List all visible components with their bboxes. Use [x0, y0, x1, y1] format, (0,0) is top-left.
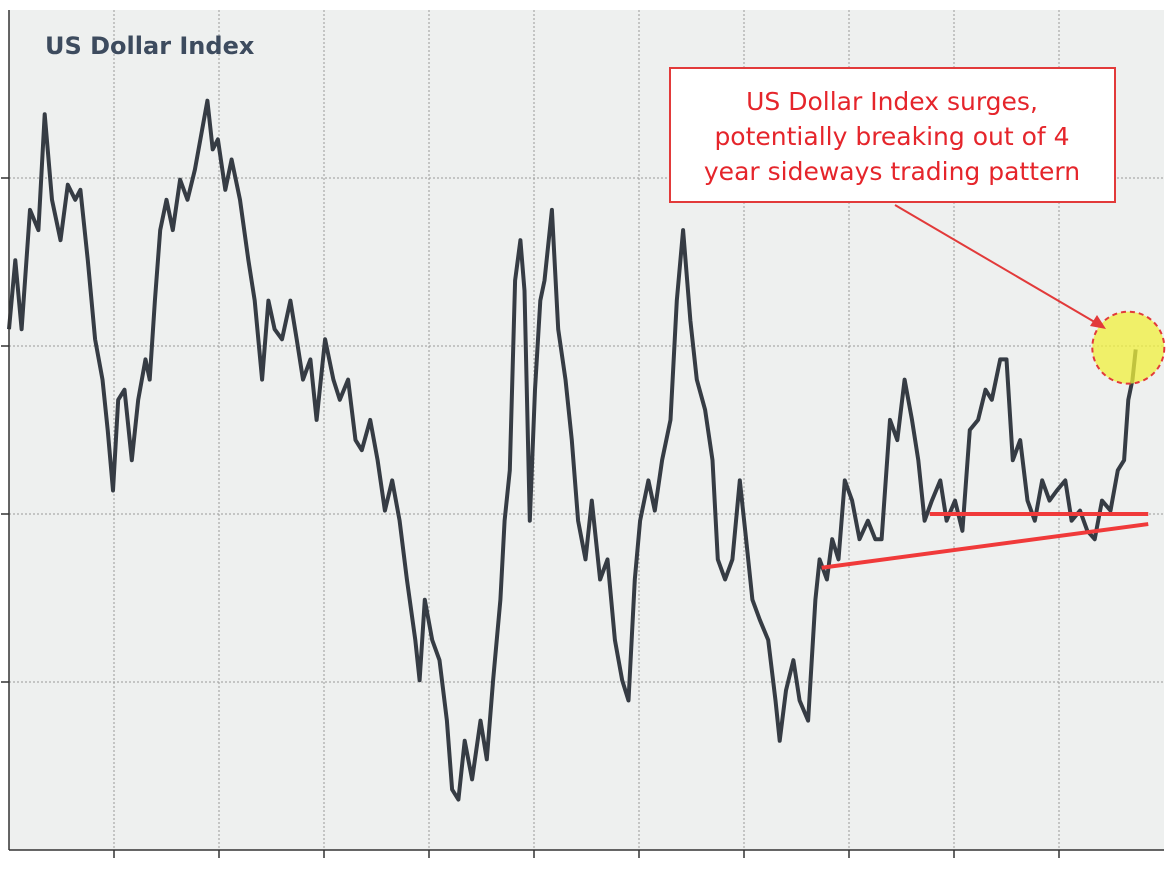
- annotation-line: US Dollar Index surges,: [746, 87, 1038, 116]
- lines: [7, 98, 1166, 802]
- trend-line: [821, 522, 1149, 570]
- annotation: US Dollar Index surges, potentially break…: [704, 87, 1080, 186]
- arrow-head: [1090, 315, 1106, 329]
- annotation-box: [669, 67, 1116, 203]
- chart-title: US Dollar Index: [45, 32, 255, 60]
- annotation-line: year sideways trading pattern: [704, 157, 1080, 186]
- annotation-line: potentially breaking out of 4: [714, 122, 1069, 151]
- annotation-arrow: [894, 204, 1099, 325]
- highlight: [1091, 310, 1166, 385]
- series-line: [7, 98, 1138, 802]
